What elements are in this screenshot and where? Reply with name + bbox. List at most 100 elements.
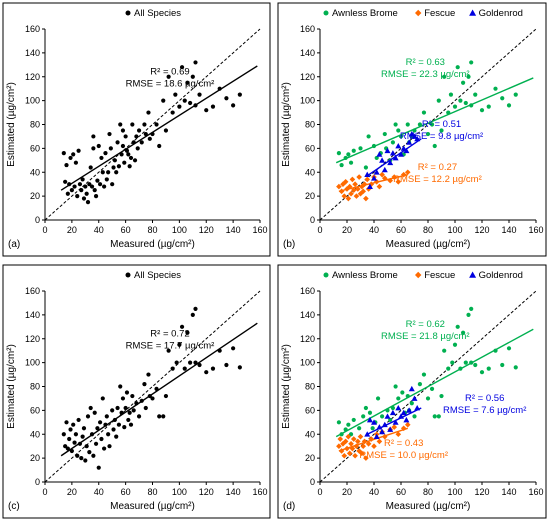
data-point bbox=[336, 183, 342, 190]
data-point bbox=[371, 443, 377, 449]
data-point bbox=[111, 427, 116, 432]
data-point bbox=[95, 426, 100, 431]
x-tick-label: 100 bbox=[172, 487, 187, 497]
x-tick-label: 40 bbox=[369, 487, 379, 497]
data-point bbox=[395, 142, 402, 149]
data-point bbox=[417, 382, 422, 387]
data-point bbox=[346, 422, 351, 427]
data-point bbox=[360, 443, 366, 449]
data-point bbox=[104, 414, 109, 419]
data-point bbox=[85, 414, 91, 419]
data-point bbox=[204, 370, 209, 375]
data-point bbox=[161, 98, 166, 103]
data-point bbox=[126, 152, 131, 157]
data-point bbox=[479, 370, 485, 375]
y-axis-title: Estimated (µg/cm²) bbox=[6, 82, 17, 167]
legend-marker bbox=[323, 272, 329, 278]
data-point bbox=[425, 396, 431, 401]
data-point bbox=[72, 440, 77, 445]
data-point bbox=[400, 409, 407, 416]
x-tick-label: 60 bbox=[396, 487, 406, 497]
y-tick-label: 40 bbox=[30, 429, 40, 439]
data-point bbox=[396, 396, 401, 401]
data-point bbox=[197, 362, 202, 368]
data-point bbox=[100, 170, 105, 175]
data-point bbox=[63, 179, 68, 184]
data-point bbox=[154, 122, 159, 127]
data-point bbox=[408, 131, 415, 137]
data-point bbox=[139, 140, 144, 145]
data-point bbox=[170, 366, 175, 371]
data-point bbox=[224, 362, 229, 368]
data-point bbox=[174, 360, 179, 365]
data-point bbox=[80, 177, 85, 182]
data-point bbox=[366, 134, 371, 139]
data-point bbox=[374, 155, 379, 161]
one-to-one-line bbox=[319, 290, 537, 483]
data-point bbox=[382, 131, 387, 137]
data-point bbox=[118, 122, 123, 127]
data-point bbox=[68, 427, 73, 432]
data-point bbox=[432, 143, 437, 149]
x-tick-label: 20 bbox=[342, 225, 352, 235]
x-axis-title: Measured (µg/cm²) bbox=[386, 239, 471, 250]
data-point bbox=[177, 104, 182, 109]
data-point bbox=[116, 422, 122, 427]
one-to-one-line bbox=[319, 28, 537, 221]
x-tick-label: 40 bbox=[94, 225, 104, 235]
data-point bbox=[71, 422, 76, 427]
y-tick-label: 160 bbox=[25, 286, 40, 296]
data-point bbox=[136, 128, 142, 133]
x-tick-label: 40 bbox=[369, 225, 379, 235]
data-point bbox=[384, 147, 391, 154]
data-point bbox=[350, 436, 357, 442]
data-point bbox=[61, 151, 66, 156]
data-point bbox=[91, 146, 96, 151]
data-point bbox=[406, 407, 413, 413]
data-point bbox=[179, 324, 185, 329]
data-point bbox=[393, 122, 398, 127]
x-tick-label: 80 bbox=[423, 487, 433, 497]
y-axis-title: Estimated (µg/cm²) bbox=[281, 344, 292, 429]
data-point bbox=[103, 151, 108, 156]
x-tick-label: 40 bbox=[94, 487, 104, 497]
x-tick-label: 0 bbox=[317, 487, 322, 497]
data-point bbox=[107, 131, 112, 137]
series-awnless-brome bbox=[335, 60, 534, 170]
data-point bbox=[351, 148, 356, 153]
data-point bbox=[429, 122, 435, 127]
data-point bbox=[375, 396, 381, 401]
x-tick-label: 20 bbox=[67, 225, 77, 235]
data-point bbox=[390, 140, 395, 145]
data-point bbox=[513, 92, 518, 97]
x-tick-label: 160 bbox=[528, 487, 543, 497]
x-tick-label: 140 bbox=[226, 487, 241, 497]
data-point bbox=[448, 92, 454, 97]
data-point bbox=[371, 175, 377, 181]
data-point bbox=[348, 441, 354, 447]
x-tick-label: 0 bbox=[317, 225, 322, 235]
series-goldenrod bbox=[364, 385, 422, 440]
data-point bbox=[146, 110, 151, 115]
data-point bbox=[65, 191, 70, 196]
panel-b: 00 20 20 40 40 60 60 80 80 100 100 120 120 140 140 160 1… bbox=[277, 2, 547, 257]
y-tick-label: 100 bbox=[300, 358, 315, 368]
data-point bbox=[461, 330, 466, 335]
data-point bbox=[97, 182, 103, 187]
data-point bbox=[356, 448, 362, 454]
x-tick-label: 120 bbox=[474, 487, 489, 497]
data-point bbox=[403, 416, 410, 423]
data-point bbox=[124, 390, 130, 395]
panel-d: 00 20 20 40 40 60 60 80 80 100 100 120 120 140 140 160 1… bbox=[277, 264, 547, 519]
x-tick-label: 100 bbox=[447, 225, 462, 235]
data-point bbox=[161, 414, 166, 419]
data-point bbox=[400, 390, 405, 395]
data-point bbox=[84, 191, 89, 196]
y-axis-title: Estimated (µg/cm²) bbox=[281, 82, 292, 167]
legend: All Species bbox=[125, 270, 181, 281]
data-point bbox=[373, 169, 380, 175]
data-point bbox=[363, 455, 369, 461]
panel-frame bbox=[2, 2, 271, 257]
data-point bbox=[336, 420, 341, 425]
data-point bbox=[69, 188, 74, 193]
